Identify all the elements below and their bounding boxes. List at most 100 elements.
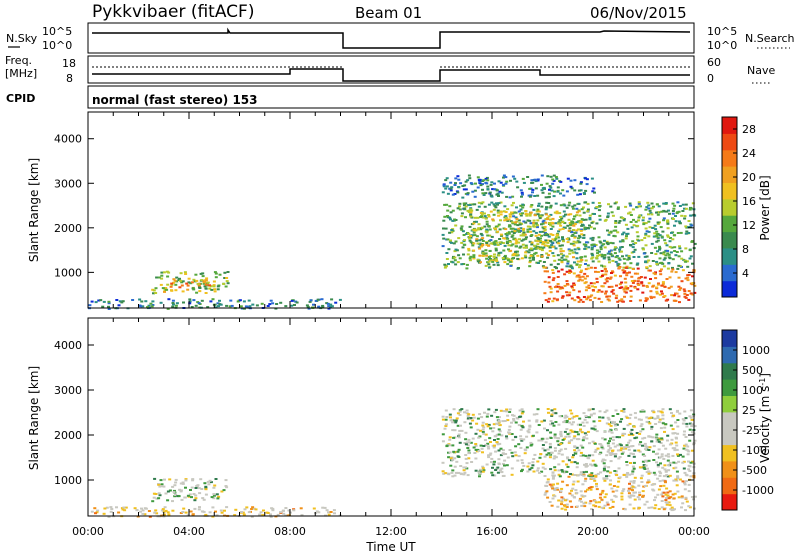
echo-cell (487, 423, 491, 426)
echo-cell (570, 249, 574, 252)
echo-cell (180, 498, 184, 501)
echo-cell (531, 461, 535, 464)
echo-cell (174, 289, 178, 292)
echo-cell (508, 449, 512, 451)
echo-cell (666, 220, 669, 223)
echo-cell (545, 233, 548, 236)
echo-cell (542, 227, 546, 230)
echo-cell (678, 301, 681, 304)
echo-cell (515, 253, 519, 256)
echo-cell (664, 254, 668, 257)
echo-cell (458, 409, 462, 412)
echo-cell (659, 472, 663, 475)
echo-cell (552, 179, 556, 182)
echo-cell (545, 437, 549, 440)
echo-cell (595, 249, 599, 252)
echo-cell (605, 422, 609, 425)
echo-cell (567, 435, 571, 438)
echo-cell (668, 443, 672, 446)
echo-cell (572, 480, 576, 483)
echo-cell (326, 302, 330, 305)
echo-cell (653, 232, 657, 235)
echo-cell (463, 204, 466, 207)
echo-cell (637, 201, 641, 204)
echo-cell (685, 226, 689, 229)
echo-cell (668, 257, 672, 260)
echo-cell (454, 177, 458, 180)
echo-cell (661, 479, 665, 482)
echo-cell (489, 194, 493, 197)
echo-cell (620, 409, 624, 412)
echo-cell (316, 298, 320, 301)
echo-cell (507, 428, 511, 431)
echo-cell (584, 463, 588, 465)
echo-cell (611, 490, 615, 493)
beam-title: Beam 01 (355, 4, 422, 22)
echo-cell (259, 511, 263, 514)
echo-cell (691, 262, 694, 265)
echo-cell (684, 448, 688, 451)
echo-cell (666, 222, 670, 225)
echo-cell (681, 461, 685, 464)
echo-cell (526, 219, 530, 222)
echo-cell (629, 214, 633, 216)
echo-cell (458, 202, 462, 205)
echo-cell (513, 223, 517, 226)
echo-cell (660, 284, 664, 287)
echo-cell (487, 203, 491, 206)
echo-cell (499, 213, 503, 216)
echo-cell (333, 512, 336, 515)
echo-cell (469, 208, 473, 211)
echo-cell (476, 228, 480, 231)
echo-cell (649, 416, 653, 419)
echo-cell (567, 218, 571, 221)
echo-cell (577, 300, 581, 303)
echo-cell (94, 512, 97, 515)
echo-cell (520, 195, 523, 198)
echo-cell (453, 259, 457, 262)
echo-cell (655, 211, 658, 214)
echo-cell (612, 485, 616, 487)
echo-cell (564, 447, 568, 450)
colorbar-swatch (722, 477, 737, 495)
echo-cell (490, 195, 494, 198)
colorbar-swatch (722, 460, 737, 478)
echo-cell (306, 305, 310, 308)
echo-cell (219, 509, 223, 512)
echo-cell (684, 296, 688, 299)
echo-cell (295, 301, 299, 304)
echo-cell (591, 459, 595, 462)
echo-cell (671, 268, 675, 271)
echo-cell (693, 291, 697, 294)
echo-cell (446, 238, 450, 241)
echo-cell (214, 276, 218, 279)
echo-cell (603, 430, 607, 433)
echo-cell (659, 273, 663, 276)
echo-cell (664, 202, 668, 204)
echo-cell (668, 276, 672, 279)
echo-cell (581, 421, 585, 424)
echo-cell (589, 413, 593, 416)
echo-cell (674, 292, 677, 295)
echo-cell (450, 241, 453, 244)
echo-cell (661, 417, 665, 420)
echo-cell (107, 300, 111, 303)
echo-cell (668, 245, 672, 248)
echo-cell (493, 204, 497, 207)
echo-cell (607, 418, 611, 421)
echo-cell (495, 416, 499, 419)
echo-cell (514, 238, 518, 241)
echo-cell (497, 416, 501, 419)
echo-cell (605, 295, 609, 298)
echo-cell (605, 454, 609, 457)
echo-cell (549, 175, 553, 178)
echo-cell (595, 430, 599, 433)
echo-cell (660, 437, 664, 440)
echo-cell (466, 193, 470, 196)
echo-cell (601, 489, 605, 492)
echo-cell (591, 289, 595, 291)
echo-cell (539, 453, 543, 455)
echo-cell (488, 258, 492, 260)
echo-cell (492, 446, 496, 449)
echo-cell (572, 282, 576, 285)
